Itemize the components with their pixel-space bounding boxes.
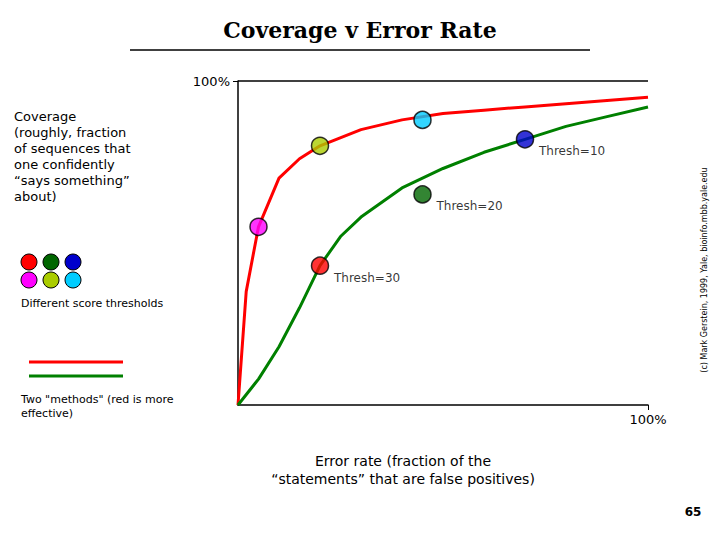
- svg-text:Coverage: Coverage: [14, 109, 76, 124]
- svg-text:about): about): [14, 189, 57, 204]
- svg-text:one confidently: one confidently: [14, 157, 115, 172]
- svg-text:Thresh=20: Thresh=20: [436, 199, 503, 213]
- svg-text:Thresh=30: Thresh=30: [333, 271, 400, 285]
- svg-text:Coverage v Error Rate: Coverage v Error Rate: [223, 17, 496, 43]
- svg-text:100%: 100%: [193, 74, 230, 89]
- svg-text:“statements” that are false po: “statements” that are false positives): [271, 471, 535, 487]
- svg-text:100%: 100%: [629, 412, 666, 427]
- svg-text:Thresh=10: Thresh=10: [538, 144, 605, 158]
- svg-text:Error rate (fraction of the: Error rate (fraction of the: [315, 453, 491, 469]
- svg-text:“says something”: “says something”: [14, 173, 130, 188]
- svg-text:(c) Mark Gerstein, 1999, Yale,: (c) Mark Gerstein, 1999, Yale, bioinfo.m…: [700, 167, 709, 372]
- svg-text:of sequences that: of sequences that: [14, 141, 131, 156]
- svg-text:Two "methods" (red is more: Two "methods" (red is more: [20, 393, 174, 406]
- svg-text:(roughly, fraction: (roughly, fraction: [14, 125, 126, 140]
- svg-text:effective): effective): [21, 407, 73, 420]
- svg-text:65: 65: [685, 505, 702, 519]
- svg-text:Different score thresholds: Different score thresholds: [21, 297, 164, 310]
